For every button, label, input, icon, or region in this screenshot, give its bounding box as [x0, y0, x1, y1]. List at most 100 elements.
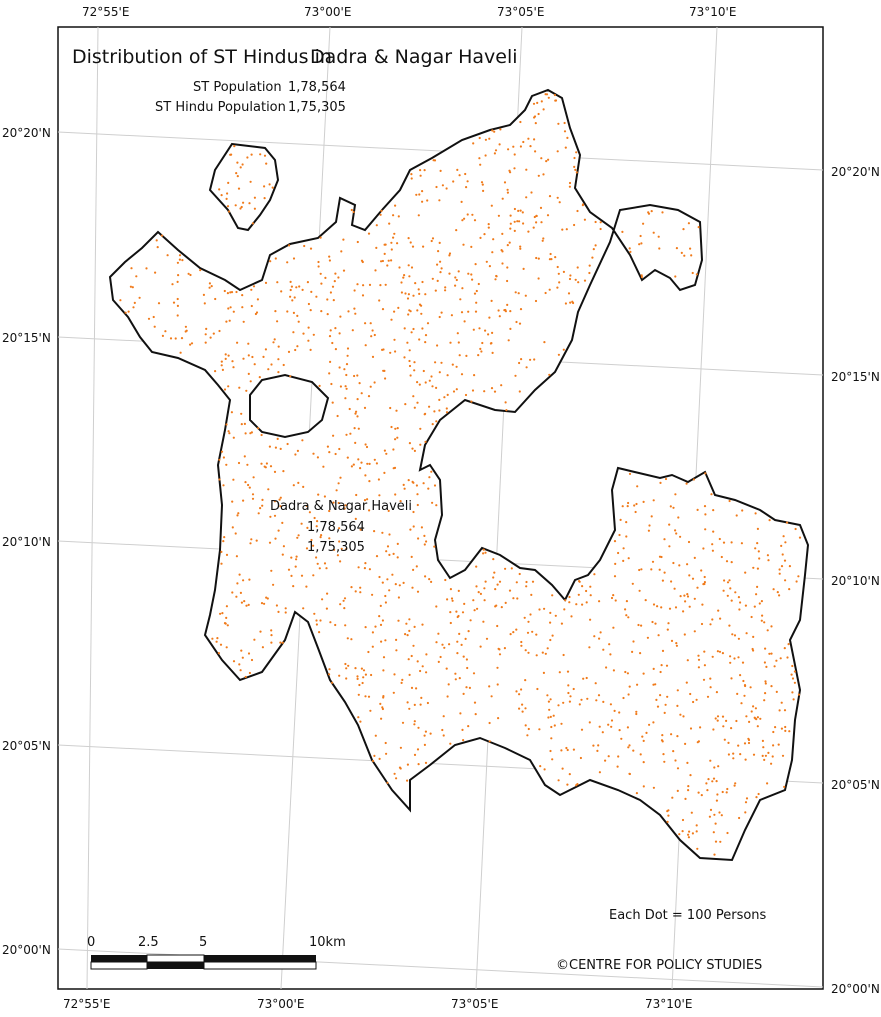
population-dot: [368, 480, 371, 483]
population-dot: [745, 715, 748, 718]
population-dot: [718, 537, 721, 541]
population-dot: [187, 272, 190, 275]
population-dot: [564, 599, 567, 602]
population-dot: [515, 581, 518, 584]
population-dot: [668, 607, 672, 610]
population-dot: [396, 427, 399, 430]
population-dot: [176, 280, 179, 283]
population-dot: [161, 334, 164, 337]
population-dot: [787, 643, 790, 646]
population-dot: [240, 423, 243, 426]
population-dot: [446, 695, 449, 698]
population-dot: [639, 753, 642, 756]
population-dot: [572, 748, 576, 751]
population-dot: [791, 691, 794, 694]
population-dot: [415, 565, 418, 568]
population-dot: [551, 758, 554, 761]
population-dot: [435, 504, 438, 507]
population-dot: [702, 547, 705, 550]
population-dot: [448, 643, 451, 646]
population-dot: [780, 701, 783, 704]
population-dot: [538, 728, 541, 731]
population-dot: [251, 355, 254, 359]
region-island[interactable]: [208, 142, 280, 232]
population-dot: [750, 710, 753, 713]
population-dot: [618, 711, 621, 714]
population-dot: [342, 269, 346, 272]
population-dot: [384, 594, 387, 598]
population-dot: [518, 707, 521, 710]
population-dot: [273, 338, 276, 341]
population-dot: [408, 364, 412, 368]
population-dot: [458, 632, 461, 636]
population-dot: [537, 257, 540, 260]
population-dot: [771, 755, 774, 758]
population-dot: [472, 328, 475, 331]
population-dot: [228, 210, 231, 213]
population-dot: [767, 751, 770, 755]
population-dot: [228, 432, 231, 435]
population-dot: [638, 589, 641, 592]
population-dot: [519, 245, 522, 248]
population-dot: [504, 601, 507, 605]
population-dot: [366, 462, 369, 465]
population-dot: [392, 552, 395, 556]
population-dot: [237, 187, 241, 190]
population-dot: [239, 166, 242, 169]
population-dot: [761, 754, 764, 758]
population-dot: [797, 575, 800, 578]
population-dot: [689, 692, 692, 696]
population-dot: [349, 432, 352, 435]
population-dot: [305, 585, 308, 588]
population-dot: [739, 601, 742, 604]
population-dot: [354, 590, 357, 593]
population-dot: [461, 611, 465, 614]
population-dot: [702, 678, 706, 681]
population-dot: [475, 565, 478, 568]
population-dot: [498, 653, 502, 656]
population-dot: [309, 348, 312, 351]
population-dot: [411, 586, 414, 589]
population-dot: [451, 363, 454, 366]
population-dot: [484, 329, 487, 332]
population-dot: [612, 669, 616, 672]
population-dot: [518, 220, 521, 223]
population-dot: [481, 341, 484, 345]
population-dot: [279, 496, 282, 499]
population-dot: [546, 647, 549, 650]
population-dot: [674, 493, 677, 496]
population-dot: [329, 329, 332, 332]
population-dot: [423, 169, 426, 172]
population-dot: [229, 291, 232, 294]
population-dot: [282, 470, 285, 473]
region-name-label: Dadra & Nagar Haveli: [270, 499, 412, 514]
population-dot: [342, 238, 345, 241]
population-dot: [728, 499, 731, 503]
population-dot: [240, 601, 243, 604]
population-dot: [704, 528, 707, 531]
population-dot: [400, 681, 403, 685]
population-dot: [313, 612, 316, 615]
population-dot: [574, 278, 577, 281]
population-dot: [697, 654, 700, 657]
population-dot: [346, 637, 349, 640]
population-dot: [791, 664, 794, 668]
population-dot: [778, 709, 781, 712]
population-dot: [218, 188, 221, 191]
population-dot: [452, 180, 455, 183]
population-dot: [568, 185, 572, 188]
population-dot: [681, 830, 684, 833]
lon-tick-bottom-3: 73°05'E: [451, 997, 498, 1011]
population-dot: [367, 395, 371, 398]
population-dot: [399, 500, 402, 503]
population-dot: [667, 809, 670, 812]
population-dot: [326, 445, 329, 448]
population-dot: [583, 218, 587, 221]
population-dot: [273, 470, 277, 473]
population-dot: [642, 761, 645, 764]
population-dot: [359, 528, 362, 531]
population-dot: [529, 613, 532, 616]
population-dot: [744, 811, 747, 814]
population-dot: [472, 599, 475, 602]
population-dot: [426, 701, 429, 705]
